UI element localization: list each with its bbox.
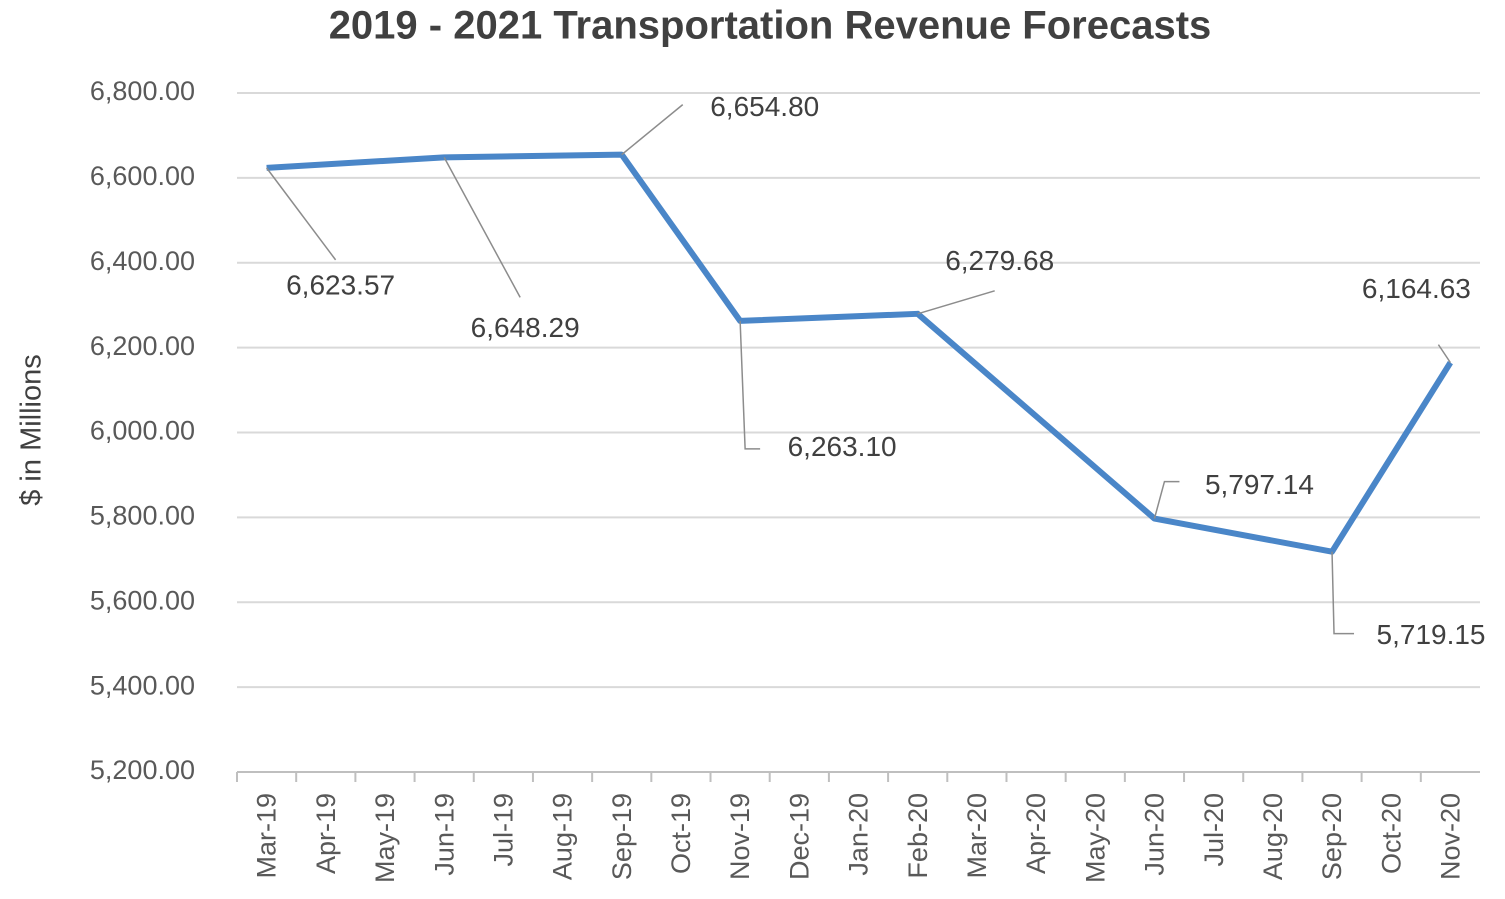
x-tick-label: Feb-20 xyxy=(903,793,933,879)
y-tick-label: 6,600.00 xyxy=(90,161,195,191)
x-tick-label: Sep-19 xyxy=(607,793,637,880)
leader-line xyxy=(1153,480,1180,519)
data-label: 5,797.14 xyxy=(1205,469,1314,500)
y-tick-label: 6,800.00 xyxy=(90,76,195,106)
data-label: 5,719.15 xyxy=(1377,619,1486,650)
x-tick-label: May-20 xyxy=(1080,793,1110,883)
x-tick-label: Oct-19 xyxy=(666,793,696,874)
y-tick-label: 6,200.00 xyxy=(90,331,195,361)
x-tick-label: Jan-20 xyxy=(844,793,874,876)
y-axis-label: $ in Millions xyxy=(16,354,48,506)
y-tick-label: 5,800.00 xyxy=(90,501,195,531)
chart-title: 2019 - 2021 Transportation Revenue Forec… xyxy=(329,4,1212,48)
leader-line xyxy=(1437,344,1452,364)
x-tick-label: Apr-20 xyxy=(1021,793,1051,874)
x-tick-label: Oct-20 xyxy=(1376,793,1406,874)
y-tick-label: 6,000.00 xyxy=(90,416,195,446)
x-tick-label: Jun-19 xyxy=(429,793,459,876)
leader-line xyxy=(265,167,337,261)
leader-line xyxy=(917,290,995,315)
line xyxy=(266,151,1453,555)
x-tick-label: May-19 xyxy=(370,793,400,883)
y-tick-label: 5,600.00 xyxy=(90,585,195,615)
leader-line xyxy=(443,157,521,298)
x-tick-label: Mar-20 xyxy=(962,793,992,879)
y-tick-label: 6,400.00 xyxy=(90,246,195,276)
data-label: 6,623.57 xyxy=(286,269,395,300)
x-tick-label: Nov-19 xyxy=(725,793,755,880)
x-tick-label: Apr-19 xyxy=(311,793,341,874)
x-tick-label: Jul-19 xyxy=(488,793,518,867)
x-tick-label: Nov-20 xyxy=(1436,793,1466,880)
leader-line xyxy=(621,104,684,156)
data-label: 6,648.29 xyxy=(471,312,580,343)
data-label: 6,164.63 xyxy=(1362,273,1471,304)
x-tick-label: Sep-20 xyxy=(1317,793,1347,880)
y-tick-label: 5,200.00 xyxy=(90,755,195,785)
x-tick-label: Jul-20 xyxy=(1199,793,1229,867)
data-label: 6,279.68 xyxy=(945,245,1054,276)
data-label: 6,654.80 xyxy=(710,91,819,122)
leader-line xyxy=(739,320,761,450)
leader-line xyxy=(1331,551,1355,635)
x-tick-label: Mar-19 xyxy=(252,793,282,879)
data-label: 6,263.10 xyxy=(788,431,897,462)
x-tick-label: Jun-20 xyxy=(1140,793,1170,876)
x-tick-label: Dec-19 xyxy=(784,793,814,880)
y-tick-label: 5,400.00 xyxy=(90,670,195,700)
x-tick-label: Aug-19 xyxy=(548,793,578,880)
x-tick-label: Aug-20 xyxy=(1258,793,1288,880)
